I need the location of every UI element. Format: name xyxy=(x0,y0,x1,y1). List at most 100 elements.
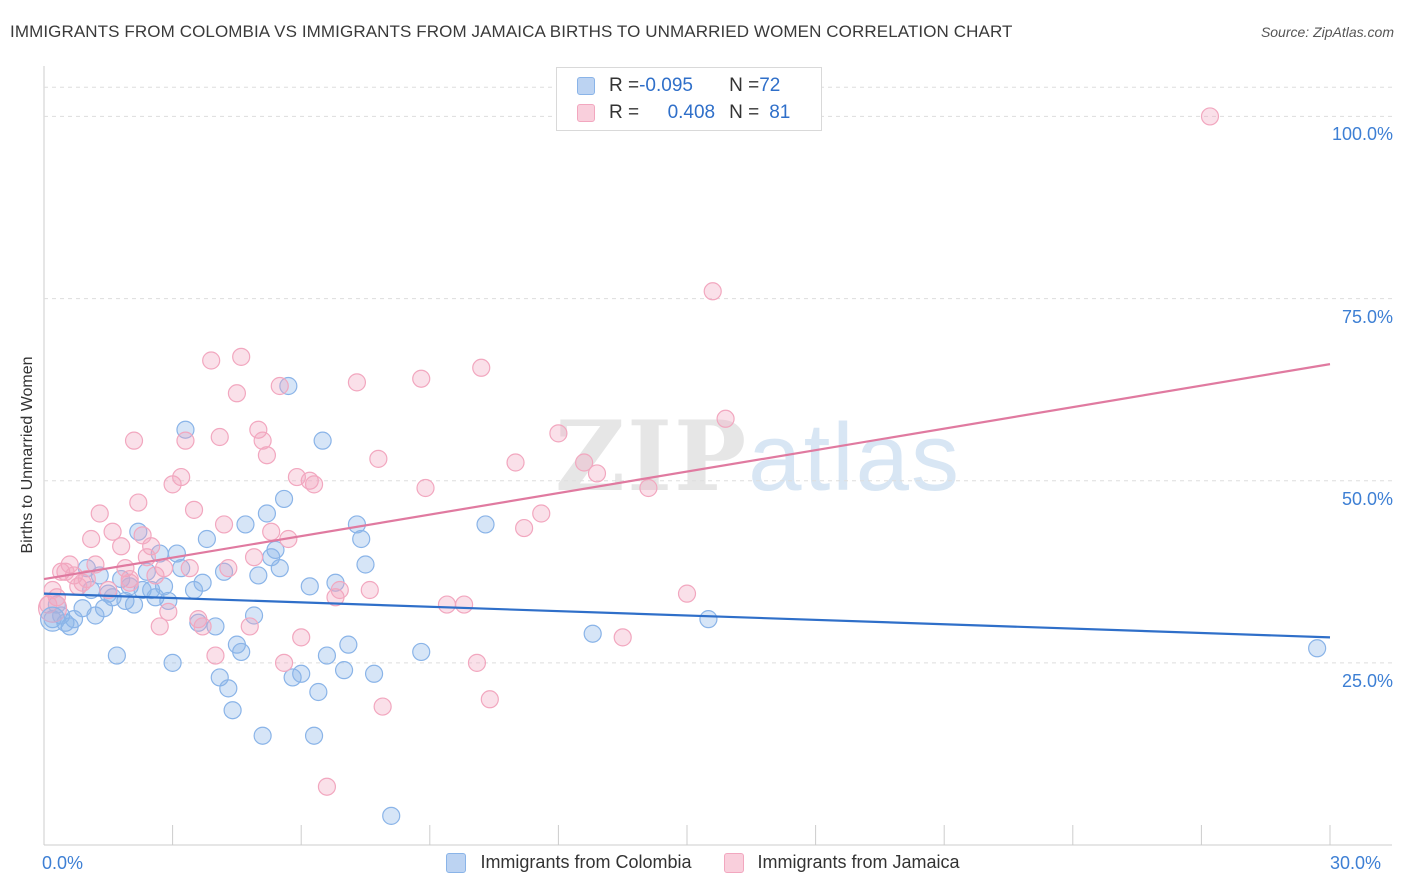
jamaica-point xyxy=(1200,107,1220,126)
jamaica-point xyxy=(317,777,337,796)
y-tick-label: 100.0% xyxy=(1331,124,1393,145)
colombia-point xyxy=(232,642,251,662)
jamaica-point xyxy=(112,537,131,556)
jamaica-point xyxy=(677,584,697,603)
jamaica-point xyxy=(274,653,294,672)
y-tick-label: 75.0% xyxy=(1341,306,1393,327)
jamaica-point xyxy=(262,522,281,541)
jamaica-point xyxy=(703,282,722,301)
legend-swatch-jamaica xyxy=(723,852,744,873)
legend-item-jamaica[interactable]: Immigrants from Jamaica xyxy=(723,852,960,873)
colombia-point xyxy=(1308,639,1327,658)
colombia-point xyxy=(364,664,384,683)
x-tick-min: 0.0% xyxy=(42,853,84,873)
legend-label-colombia: Immigrants from Colombia xyxy=(480,852,692,872)
colombia-point xyxy=(352,529,371,549)
jamaica-point xyxy=(412,369,431,388)
jamaica-point xyxy=(56,562,75,581)
jamaica-point xyxy=(253,431,272,450)
jamaica-point xyxy=(193,617,212,636)
jamaica-point xyxy=(142,537,161,556)
jamaica-point xyxy=(549,424,568,443)
jamaica-point xyxy=(270,376,289,396)
colombia-point xyxy=(300,577,319,596)
colombia-trend-line xyxy=(43,592,1331,639)
stats-legend: R = -0.095 N = 72 R = 0.408 N = 81 xyxy=(556,67,822,131)
colombia-point xyxy=(304,726,324,745)
colombia-point xyxy=(317,646,337,665)
colombia-swatch xyxy=(577,77,595,95)
jamaica-point xyxy=(176,431,195,450)
jamaica-point xyxy=(124,431,144,450)
jamaica-point xyxy=(240,617,259,636)
jamaica-trend-line xyxy=(43,363,1331,581)
colombia-point xyxy=(583,624,602,643)
colombia-point xyxy=(197,529,216,549)
colombia-point xyxy=(244,606,264,625)
jamaica-point xyxy=(613,628,632,647)
n-label: N = xyxy=(729,75,760,96)
jamaica-point xyxy=(360,580,379,600)
n-value-jamaica: 81 xyxy=(769,102,791,123)
legend-swatch-colombia xyxy=(446,852,467,873)
jamaica-point xyxy=(172,467,191,487)
jamaica-point xyxy=(472,358,491,377)
jamaica-point xyxy=(210,427,229,447)
jamaica-point xyxy=(480,690,499,709)
jamaica-point xyxy=(90,504,109,523)
stats-row-jamaica: R = 0.408 N = 81 xyxy=(577,101,790,125)
colombia-point xyxy=(356,555,375,574)
colombia-point xyxy=(334,661,354,680)
colombia-point xyxy=(270,559,289,578)
jamaica-point xyxy=(416,478,435,498)
colombia-point xyxy=(412,642,431,662)
legend-label-jamaica: Immigrants from Jamaica xyxy=(757,852,960,872)
jamaica-point xyxy=(716,409,735,428)
colombia-point xyxy=(309,682,328,702)
jamaica-point xyxy=(129,493,148,512)
series-legend: Immigrants from Colombia Immigrants from… xyxy=(0,852,1406,873)
jamaica-point xyxy=(515,518,534,538)
r-value-colombia: -0.095 xyxy=(639,75,693,96)
colombia-point xyxy=(339,635,358,654)
legend-item-colombia[interactable]: Immigrants from Colombia xyxy=(446,852,692,873)
jamaica-point xyxy=(154,559,174,578)
colombia-point xyxy=(39,606,66,632)
jamaica-point xyxy=(244,548,264,567)
jamaica-point xyxy=(120,573,139,592)
jamaica-point xyxy=(184,500,204,519)
jamaica-point xyxy=(506,453,525,472)
colombia-point xyxy=(236,515,255,534)
colombia-point xyxy=(253,726,272,745)
jamaica-point xyxy=(180,559,199,578)
colombia-point xyxy=(163,653,182,672)
jamaica-point xyxy=(202,351,221,370)
jamaica-point xyxy=(304,475,324,494)
jamaica-point xyxy=(292,628,311,647)
jamaica-point xyxy=(369,449,388,468)
jamaica-point xyxy=(467,653,487,672)
colombia-point xyxy=(249,566,268,585)
colombia-point xyxy=(313,431,332,450)
r-value-jamaica: 0.408 xyxy=(667,102,716,123)
n-label: N = xyxy=(729,102,760,123)
jamaica-point xyxy=(347,373,367,392)
colombia-point xyxy=(193,573,212,592)
jamaica-point xyxy=(227,384,246,403)
jamaica-point xyxy=(257,446,277,465)
jamaica-point xyxy=(330,580,349,600)
jamaica-point xyxy=(373,697,392,716)
colombia-point xyxy=(223,701,242,720)
source-credit: Source: ZipAtlas.com xyxy=(1260,24,1394,40)
jamaica-point xyxy=(206,646,225,665)
jamaica-swatch xyxy=(577,104,595,122)
jamaica-point xyxy=(232,347,251,366)
jamaica-point xyxy=(454,595,474,614)
jamaica-point xyxy=(150,617,169,636)
y-tick-label: 50.0% xyxy=(1341,488,1393,509)
jamaica-point xyxy=(437,595,457,614)
jamaica-point xyxy=(575,453,594,472)
colombia-point xyxy=(382,806,401,825)
jamaica-point xyxy=(249,420,268,439)
